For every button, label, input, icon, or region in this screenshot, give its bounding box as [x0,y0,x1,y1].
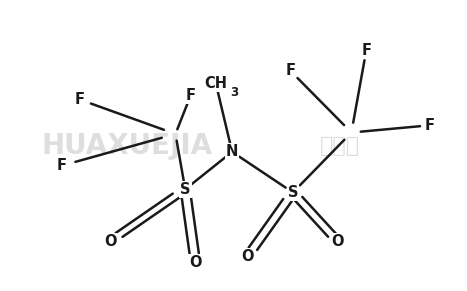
Text: F: F [285,63,295,78]
Text: F: F [74,92,85,107]
Text: CH: CH [205,76,227,91]
Text: O: O [189,255,202,270]
Text: F: F [57,158,67,173]
Text: S: S [180,182,191,197]
Text: O: O [241,249,254,264]
Text: HUAXUEJIA: HUAXUEJIA [41,132,212,159]
Text: F: F [361,43,371,58]
Text: O: O [104,234,116,249]
Text: 化学加: 化学加 [320,136,361,155]
Text: F: F [425,118,434,133]
Text: S: S [288,185,298,200]
Text: N: N [226,144,238,159]
Text: 3: 3 [230,86,239,99]
Text: O: O [331,234,344,249]
Text: F: F [186,88,196,102]
